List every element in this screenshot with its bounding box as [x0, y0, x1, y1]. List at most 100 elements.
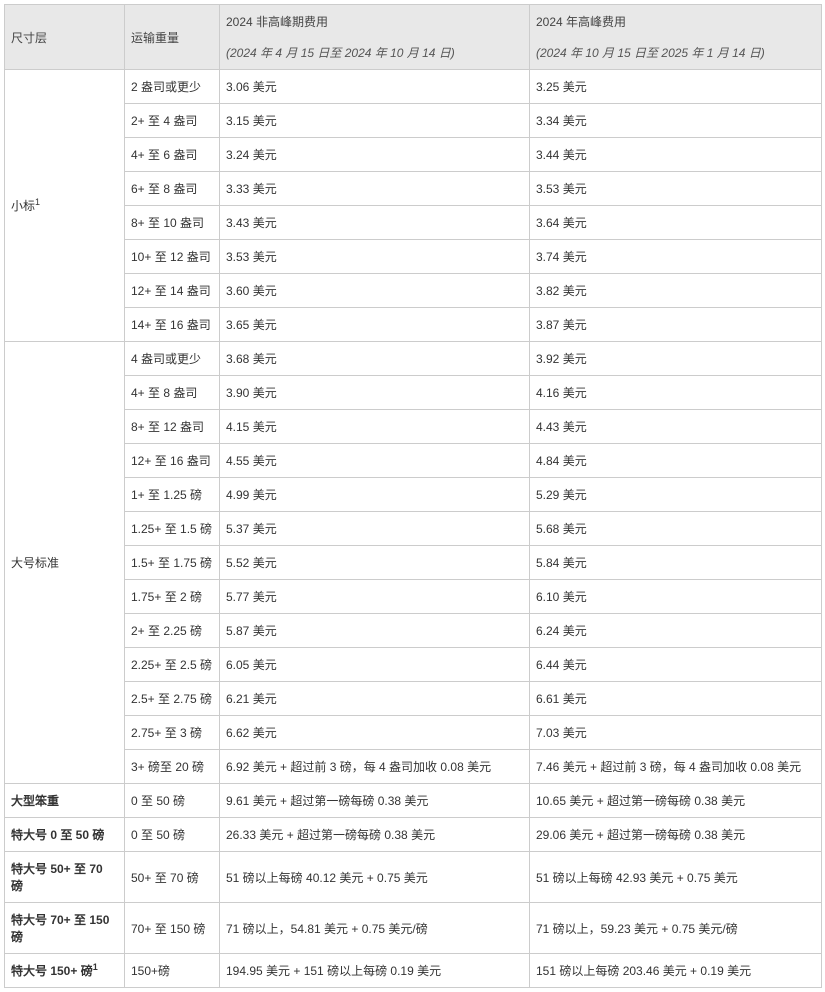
table-row: 3+ 磅至 20 磅6.92 美元 + 超过前 3 磅，每 4 盎司加收 0.0… [5, 750, 822, 784]
weight-cell: 2.25+ 至 2.5 磅 [125, 648, 220, 682]
fee-table: 尺寸层 运输重量 2024 非高峰期费用 (2024 年 4 月 15 日至 2… [4, 4, 822, 988]
weight-cell: 12+ 至 14 盎司 [125, 274, 220, 308]
header-peak-sub: (2024 年 10 月 15 日至 2025 年 1 月 14 日) [536, 44, 815, 61]
peak-cell: 51 磅以上每磅 42.93 美元 + 0.75 美元 [530, 852, 822, 903]
peak-cell: 6.10 美元 [530, 580, 822, 614]
weight-cell: 2.75+ 至 3 磅 [125, 716, 220, 750]
table-row: 大型笨重0 至 50 磅9.61 美元 + 超过第一磅每磅 0.38 美元10.… [5, 784, 822, 818]
weight-cell: 2.5+ 至 2.75 磅 [125, 682, 220, 716]
weight-cell: 1.5+ 至 1.75 磅 [125, 546, 220, 580]
offpeak-cell: 3.33 美元 [220, 172, 530, 206]
table-row: 12+ 至 14 盎司3.60 美元3.82 美元 [5, 274, 822, 308]
offpeak-cell: 4.55 美元 [220, 444, 530, 478]
weight-cell: 2 盎司或更少 [125, 70, 220, 104]
weight-cell: 4+ 至 6 盎司 [125, 138, 220, 172]
offpeak-cell: 26.33 美元 + 超过第一磅每磅 0.38 美元 [220, 818, 530, 852]
weight-cell: 50+ 至 70 磅 [125, 852, 220, 903]
tier-cell-small: 小标1 [5, 70, 125, 342]
offpeak-cell: 5.87 美元 [220, 614, 530, 648]
peak-cell: 151 磅以上每磅 203.46 美元 + 0.19 美元 [530, 954, 822, 988]
table-row: 1+ 至 1.25 磅4.99 美元5.29 美元 [5, 478, 822, 512]
offpeak-cell: 6.05 美元 [220, 648, 530, 682]
peak-cell: 3.92 美元 [530, 342, 822, 376]
offpeak-cell: 3.60 美元 [220, 274, 530, 308]
peak-cell: 3.25 美元 [530, 70, 822, 104]
weight-cell: 2+ 至 4 盎司 [125, 104, 220, 138]
peak-cell: 3.34 美元 [530, 104, 822, 138]
peak-cell: 3.64 美元 [530, 206, 822, 240]
weight-cell: 0 至 50 磅 [125, 818, 220, 852]
header-row: 尺寸层 运输重量 2024 非高峰期费用 (2024 年 4 月 15 日至 2… [5, 5, 822, 70]
offpeak-cell: 3.90 美元 [220, 376, 530, 410]
peak-cell: 3.82 美元 [530, 274, 822, 308]
peak-cell: 5.84 美元 [530, 546, 822, 580]
weight-cell: 12+ 至 16 盎司 [125, 444, 220, 478]
offpeak-cell: 5.52 美元 [220, 546, 530, 580]
offpeak-cell: 4.15 美元 [220, 410, 530, 444]
weight-cell: 0 至 50 磅 [125, 784, 220, 818]
peak-cell: 7.46 美元 + 超过前 3 磅，每 4 盎司加收 0.08 美元 [530, 750, 822, 784]
offpeak-cell: 51 磅以上每磅 40.12 美元 + 0.75 美元 [220, 852, 530, 903]
weight-cell: 1.25+ 至 1.5 磅 [125, 512, 220, 546]
table-row: 2+ 至 2.25 磅5.87 美元6.24 美元 [5, 614, 822, 648]
offpeak-cell: 6.92 美元 + 超过前 3 磅，每 4 盎司加收 0.08 美元 [220, 750, 530, 784]
peak-cell: 29.06 美元 + 超过第一磅每磅 0.38 美元 [530, 818, 822, 852]
table-row: 8+ 至 12 盎司4.15 美元4.43 美元 [5, 410, 822, 444]
peak-cell: 10.65 美元 + 超过第一磅每磅 0.38 美元 [530, 784, 822, 818]
table-row: 10+ 至 12 盎司3.53 美元3.74 美元 [5, 240, 822, 274]
tier-cell: 特大号 0 至 50 磅 [5, 818, 125, 852]
offpeak-cell: 3.68 美元 [220, 342, 530, 376]
table-row: 特大号 0 至 50 磅0 至 50 磅26.33 美元 + 超过第一磅每磅 0… [5, 818, 822, 852]
peak-cell: 4.43 美元 [530, 410, 822, 444]
offpeak-cell: 5.37 美元 [220, 512, 530, 546]
header-peak: 2024 年高峰费用 (2024 年 10 月 15 日至 2025 年 1 月… [530, 5, 822, 70]
offpeak-cell: 3.24 美元 [220, 138, 530, 172]
tier-cell-large: 大号标准 [5, 342, 125, 784]
weight-cell: 1+ 至 1.25 磅 [125, 478, 220, 512]
weight-cell: 8+ 至 10 盎司 [125, 206, 220, 240]
header-size-tier: 尺寸层 [5, 5, 125, 70]
table-row: 特大号 70+ 至 150 磅70+ 至 150 磅71 磅以上，54.81 美… [5, 903, 822, 954]
peak-cell: 5.29 美元 [530, 478, 822, 512]
tier-cell: 特大号 150+ 磅1 [5, 954, 125, 988]
peak-cell: 4.16 美元 [530, 376, 822, 410]
tier-cell: 特大号 50+ 至 70 磅 [5, 852, 125, 903]
weight-cell: 3+ 磅至 20 磅 [125, 750, 220, 784]
table-row: 特大号 50+ 至 70 磅50+ 至 70 磅51 磅以上每磅 40.12 美… [5, 852, 822, 903]
table-row: 1.5+ 至 1.75 磅5.52 美元5.84 美元 [5, 546, 822, 580]
weight-cell: 4+ 至 8 盎司 [125, 376, 220, 410]
peak-cell: 3.44 美元 [530, 138, 822, 172]
peak-cell: 3.53 美元 [530, 172, 822, 206]
table-row: 12+ 至 16 盎司4.55 美元4.84 美元 [5, 444, 822, 478]
table-row: 6+ 至 8 盎司3.33 美元3.53 美元 [5, 172, 822, 206]
header-offpeak-sub: (2024 年 4 月 15 日至 2024 年 10 月 14 日) [226, 44, 523, 61]
weight-cell: 14+ 至 16 盎司 [125, 308, 220, 342]
weight-cell: 150+磅 [125, 954, 220, 988]
tier-cell: 大型笨重 [5, 784, 125, 818]
weight-cell: 6+ 至 8 盎司 [125, 172, 220, 206]
peak-cell: 7.03 美元 [530, 716, 822, 750]
table-row: 特大号 150+ 磅1150+磅194.95 美元 + 151 磅以上每磅 0.… [5, 954, 822, 988]
peak-cell: 6.61 美元 [530, 682, 822, 716]
table-row: 1.75+ 至 2 磅5.77 美元6.10 美元 [5, 580, 822, 614]
header-offpeak: 2024 非高峰期费用 (2024 年 4 月 15 日至 2024 年 10 … [220, 5, 530, 70]
table-row: 14+ 至 16 盎司3.65 美元3.87 美元 [5, 308, 822, 342]
peak-cell: 5.68 美元 [530, 512, 822, 546]
tier-cell: 特大号 70+ 至 150 磅 [5, 903, 125, 954]
table-row: 1.25+ 至 1.5 磅5.37 美元5.68 美元 [5, 512, 822, 546]
table-row: 2.5+ 至 2.75 磅6.21 美元6.61 美元 [5, 682, 822, 716]
peak-cell: 3.87 美元 [530, 308, 822, 342]
header-weight: 运输重量 [125, 5, 220, 70]
offpeak-cell: 3.15 美元 [220, 104, 530, 138]
offpeak-cell: 6.62 美元 [220, 716, 530, 750]
peak-cell: 3.74 美元 [530, 240, 822, 274]
table-row: 2.75+ 至 3 磅6.62 美元7.03 美元 [5, 716, 822, 750]
weight-cell: 70+ 至 150 磅 [125, 903, 220, 954]
offpeak-cell: 194.95 美元 + 151 磅以上每磅 0.19 美元 [220, 954, 530, 988]
offpeak-cell: 3.65 美元 [220, 308, 530, 342]
peak-cell: 6.44 美元 [530, 648, 822, 682]
offpeak-cell: 9.61 美元 + 超过第一磅每磅 0.38 美元 [220, 784, 530, 818]
table-row: 4+ 至 6 盎司3.24 美元3.44 美元 [5, 138, 822, 172]
weight-cell: 10+ 至 12 盎司 [125, 240, 220, 274]
offpeak-cell: 71 磅以上，54.81 美元 + 0.75 美元/磅 [220, 903, 530, 954]
